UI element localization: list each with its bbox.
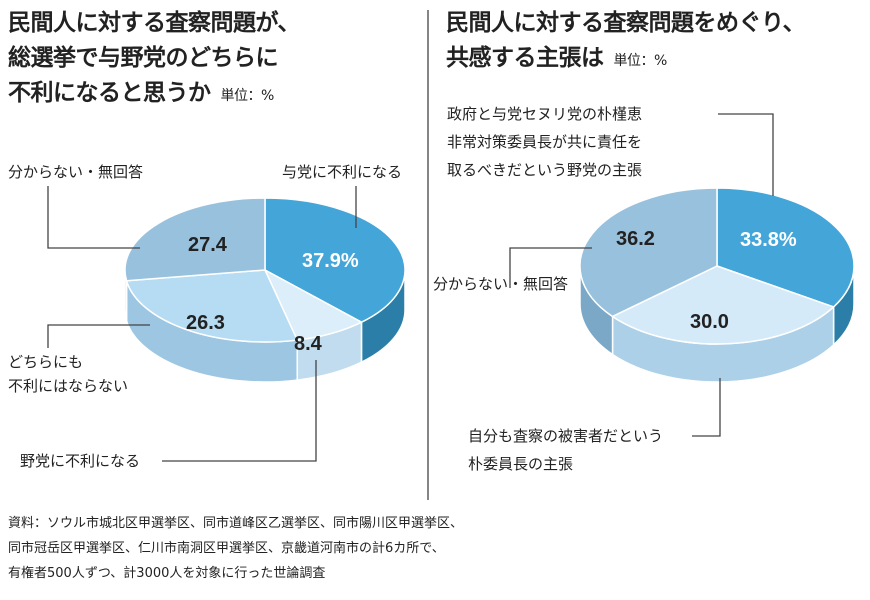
right-title-line-1: 民間人に対する査察問題をめぐり、 — [446, 10, 806, 36]
left-title-text: 不利になると思うか — [8, 80, 211, 106]
right-unit: 単位：% — [613, 53, 668, 69]
label-left-ruling: 与党に不利になる — [282, 163, 403, 181]
leader-line-left-opp — [162, 360, 317, 462]
value-left-opp: 8.4 — [294, 333, 322, 355]
leader-line-right-park — [692, 378, 721, 437]
label-left-opp: 野党に不利になる — [20, 452, 141, 470]
label-right-park-2: 朴委員長の主張 — [468, 455, 574, 473]
value-left-ruling: 37.9% — [302, 250, 359, 272]
label-left-neither-2: 不利にはならない — [8, 377, 129, 395]
leader-line-right-opp — [718, 113, 774, 196]
pie-slice-2 — [125, 269, 299, 343]
pie-slice-3 — [124, 197, 266, 282]
leader-line-left-dk — [47, 186, 140, 249]
right-title-text: 共感する主張は — [446, 45, 604, 71]
label-right-opp-2: 非常対策委員長が共に責任を — [447, 133, 643, 151]
left-pie-chart — [124, 197, 406, 383]
label-left-neither-1: どちらにも — [8, 353, 84, 371]
source-line-1: 資料：ソウル市城北区甲選挙区、同市道峰区乙選挙区、同市陽川区甲選挙区、 — [8, 516, 464, 531]
label-right-opp-1: 政府と与党セヌリ党の朴槿恵 — [447, 105, 643, 123]
leader-line-right-dk — [509, 247, 592, 288]
left-title-line-1: 民間人に対する査察問題が、 — [8, 10, 301, 36]
right-title-line-2: 共感する主張は 単位：% — [446, 41, 667, 79]
left-unit: 単位：% — [220, 88, 275, 104]
value-left-neither: 26.3 — [186, 312, 225, 334]
value-right-park: 30.0 — [690, 311, 729, 333]
value-right-opp: 33.8% — [740, 229, 797, 251]
source-line-3: 有権者500人ずつ、計3000人を対象に行った世論調査 — [8, 566, 326, 581]
label-left-dk: 分からない・無回答 — [8, 163, 144, 181]
value-right-dk: 36.2 — [616, 228, 655, 250]
left-title-line-2: 総選挙で与野党のどちらに — [8, 45, 279, 71]
pie-slice-0 — [716, 187, 855, 308]
pie-slice-1 — [611, 265, 835, 345]
source-line-2: 同市冠岳区甲選挙区、仁川市南洞区甲選挙区、京畿道河南市の計6カ所で、 — [8, 541, 445, 556]
left-title-line-3: 不利になると思うか 単位：% — [8, 76, 274, 114]
label-right-opp-3: 取るべきだという野党の主張 — [447, 161, 643, 179]
value-left-dk: 27.4 — [188, 234, 227, 256]
leader-lines — [47, 10, 774, 500]
label-right-park-1: 自分も査察の被害者だという — [468, 427, 664, 445]
right-pie-chart — [579, 187, 855, 383]
leader-line-left-neither — [47, 324, 150, 348]
pie-slice-0 — [264, 197, 406, 323]
label-right-dk: 分からない・無回答 — [433, 275, 569, 293]
pie-slice-2 — [579, 187, 718, 318]
